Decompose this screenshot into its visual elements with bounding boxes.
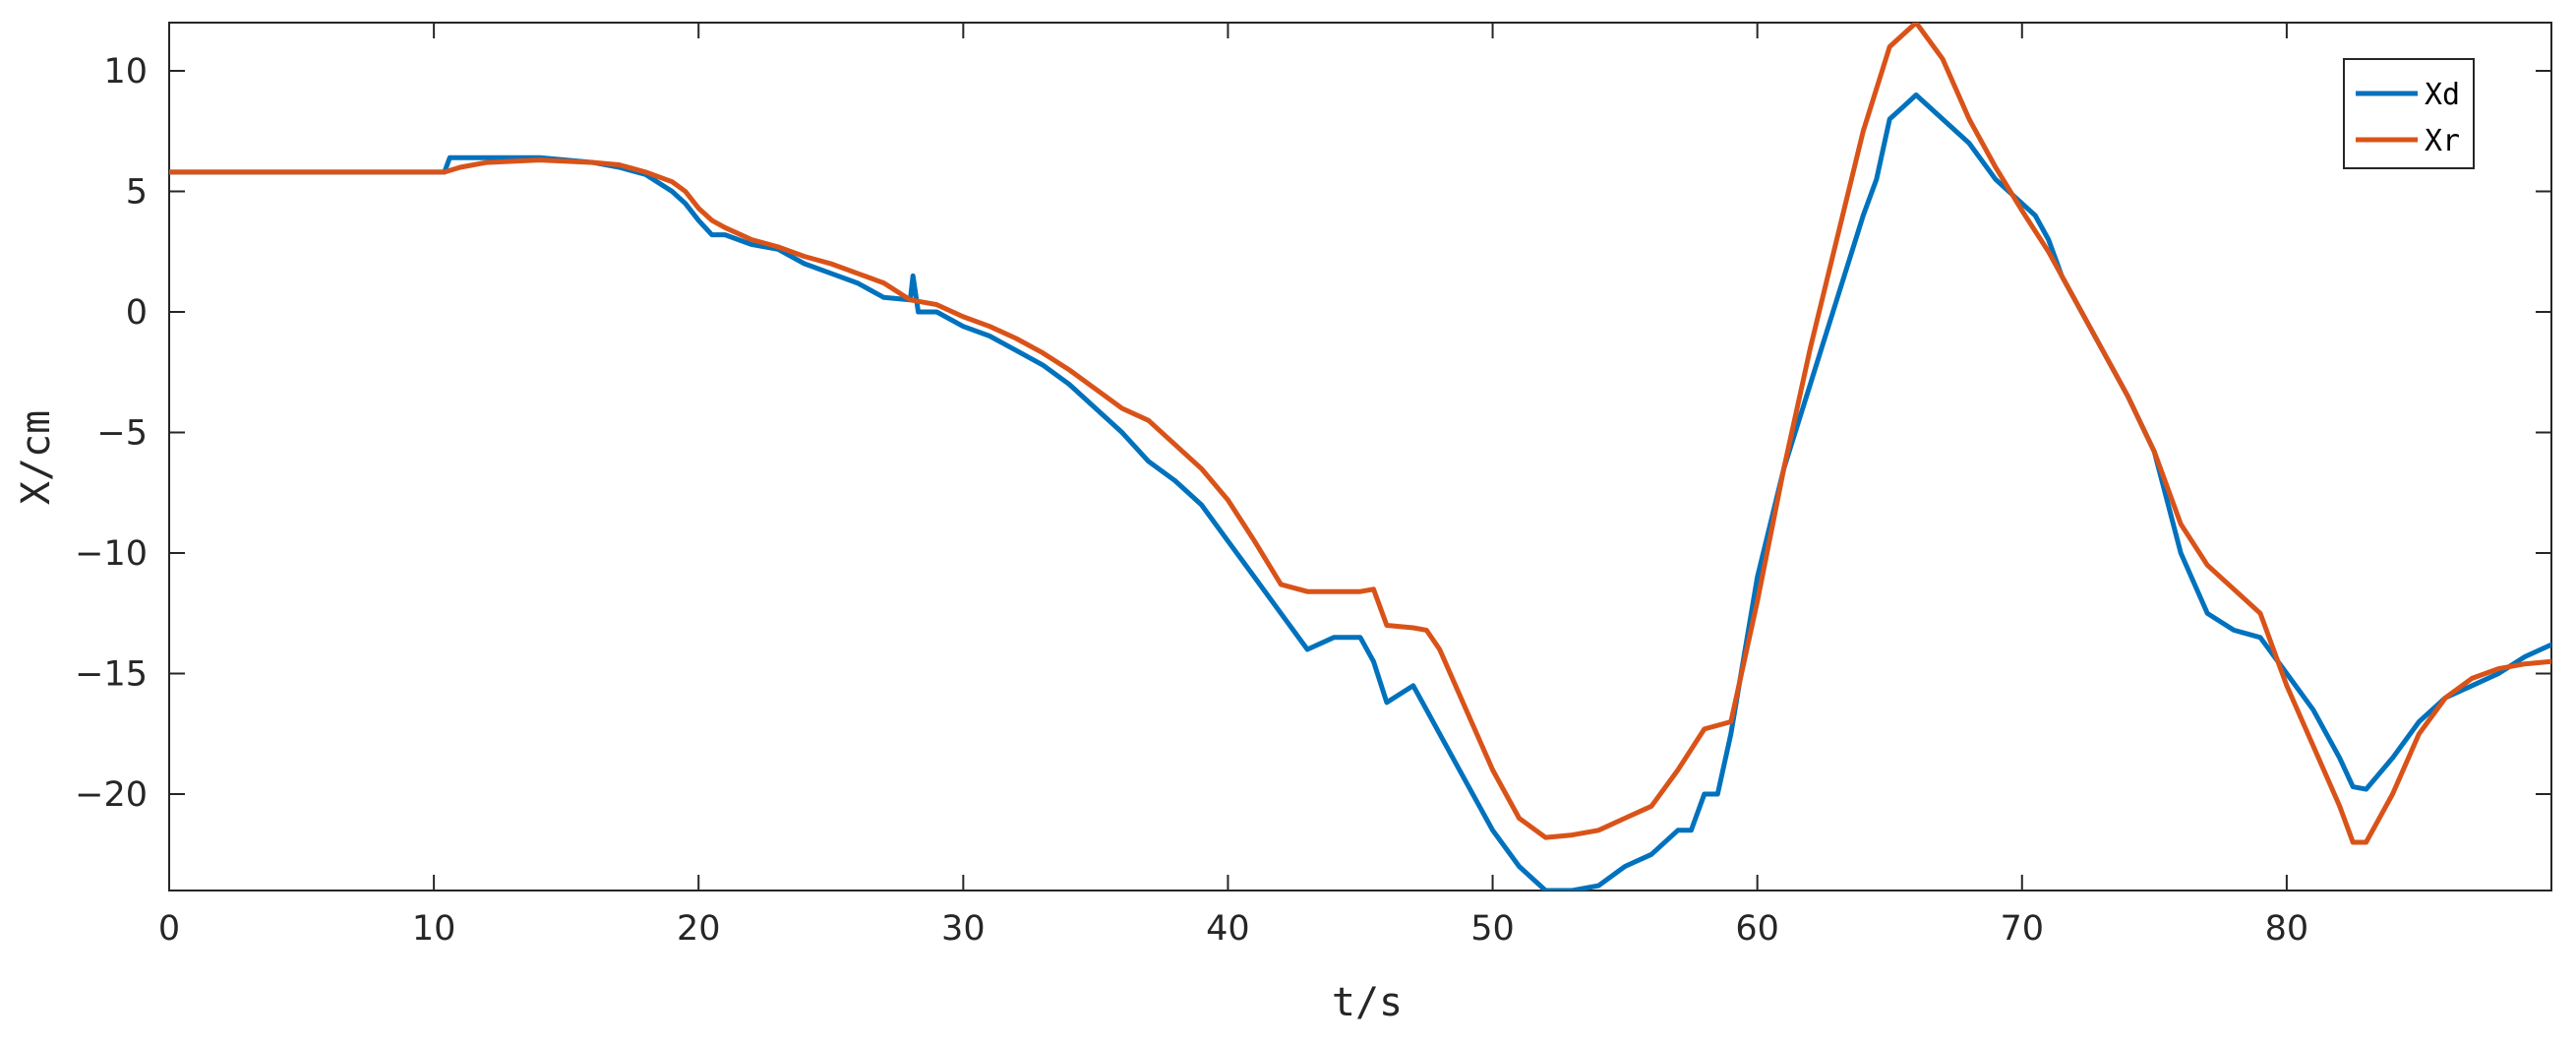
x-tick-label: 40 — [1206, 909, 1250, 949]
x-tick-label: 30 — [941, 909, 986, 949]
x-tick-label: 60 — [1735, 909, 1779, 949]
legend: Xd Xr — [2343, 58, 2475, 169]
legend-label-xd: Xd — [2425, 78, 2460, 112]
series-layer — [169, 23, 2551, 891]
legend-box — [2343, 58, 2475, 169]
x-tick-label: 50 — [1470, 909, 1515, 949]
plot-frame — [168, 22, 2552, 891]
x-tick-label: 20 — [677, 909, 721, 949]
legend-label-xr: Xr — [2425, 124, 2460, 158]
x-tick-label: 70 — [2001, 909, 2045, 949]
y-tick-label: −15 — [75, 655, 148, 695]
x-tick-label: 0 — [158, 909, 180, 949]
y-tick-label: 10 — [103, 52, 148, 92]
x-tick-label: 80 — [2265, 909, 2309, 949]
plot-area — [168, 22, 2552, 891]
x-tick-label: 10 — [412, 909, 456, 949]
y-axis-title: X/cm — [14, 410, 59, 505]
series-line-xr — [169, 23, 2551, 845]
y-axis-ticks: 10 5 0 −5 −10 −15 −20 — [75, 52, 2551, 815]
y-tick-label: 0 — [126, 293, 148, 333]
y-tick-label: −20 — [75, 775, 148, 815]
y-tick-label: −10 — [75, 534, 148, 574]
x-axis-title: t/s — [1332, 980, 1403, 1025]
y-tick-label: −5 — [96, 414, 148, 454]
series-line-xd — [169, 92, 2551, 891]
y-tick-label: 5 — [126, 173, 148, 213]
x-axis-ticks: 0 10 20 30 40 50 60 70 80 — [158, 23, 2308, 949]
